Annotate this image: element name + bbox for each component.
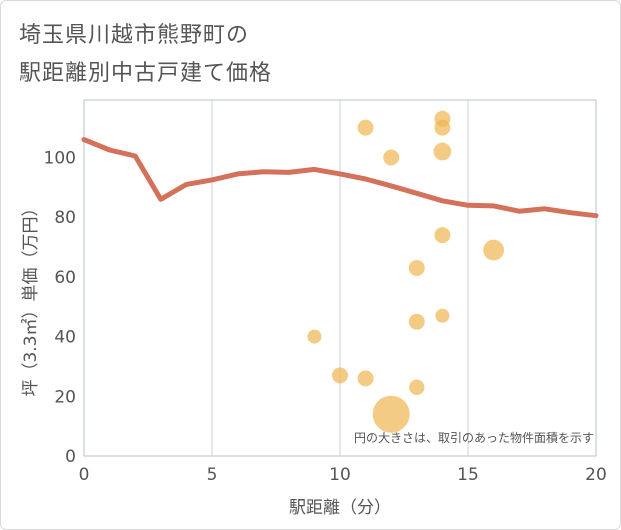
bubble-point: [408, 259, 425, 276]
x-tick-label: 20: [585, 465, 607, 485]
bubble-point: [332, 367, 348, 384]
x-tick-label: 0: [79, 465, 90, 485]
bubble-point: [383, 149, 400, 166]
tick-labels: 0 5 10 15 20 0 20 40 60 80 100: [44, 149, 607, 486]
x-tick-label: 5: [207, 465, 218, 485]
chart-title-line2: 駅距離別中古戸建て価格: [19, 61, 273, 86]
chart-title-line1: 埼玉県川越市熊野町の: [19, 23, 250, 48]
bubble-point: [409, 379, 425, 396]
bubble-series: [307, 110, 504, 433]
y-tick-label: 40: [54, 328, 76, 348]
x-tick-label: 10: [329, 465, 351, 485]
bubble-point: [357, 370, 374, 387]
bubble-point: [433, 142, 452, 161]
bubble-point: [483, 239, 504, 261]
bubble-point: [435, 308, 450, 323]
trend-line: [81, 137, 599, 219]
size-note: 円の大きさは、取引のあった物件面積を示す: [354, 430, 594, 445]
y-tick-label: 100: [44, 149, 76, 169]
y-axis-title: 坪（3.3㎡）単価（万円）: [21, 199, 41, 396]
bubble-point: [408, 313, 425, 330]
bubble-point: [307, 329, 322, 344]
bubble-point: [357, 119, 374, 136]
bubble-point: [434, 119, 451, 136]
y-tick-label: 80: [54, 208, 76, 228]
grid: [83, 100, 597, 456]
bubble-point: [372, 395, 410, 433]
plot-frame: [83, 99, 597, 457]
x-axis-title: 駅距離（分）: [289, 498, 391, 518]
y-tick-label: 20: [54, 387, 76, 407]
bubble-point: [434, 227, 451, 244]
y-tick-label: 0: [65, 447, 76, 467]
x-tick-label: 15: [457, 465, 479, 485]
y-tick-label: 60: [54, 268, 76, 288]
